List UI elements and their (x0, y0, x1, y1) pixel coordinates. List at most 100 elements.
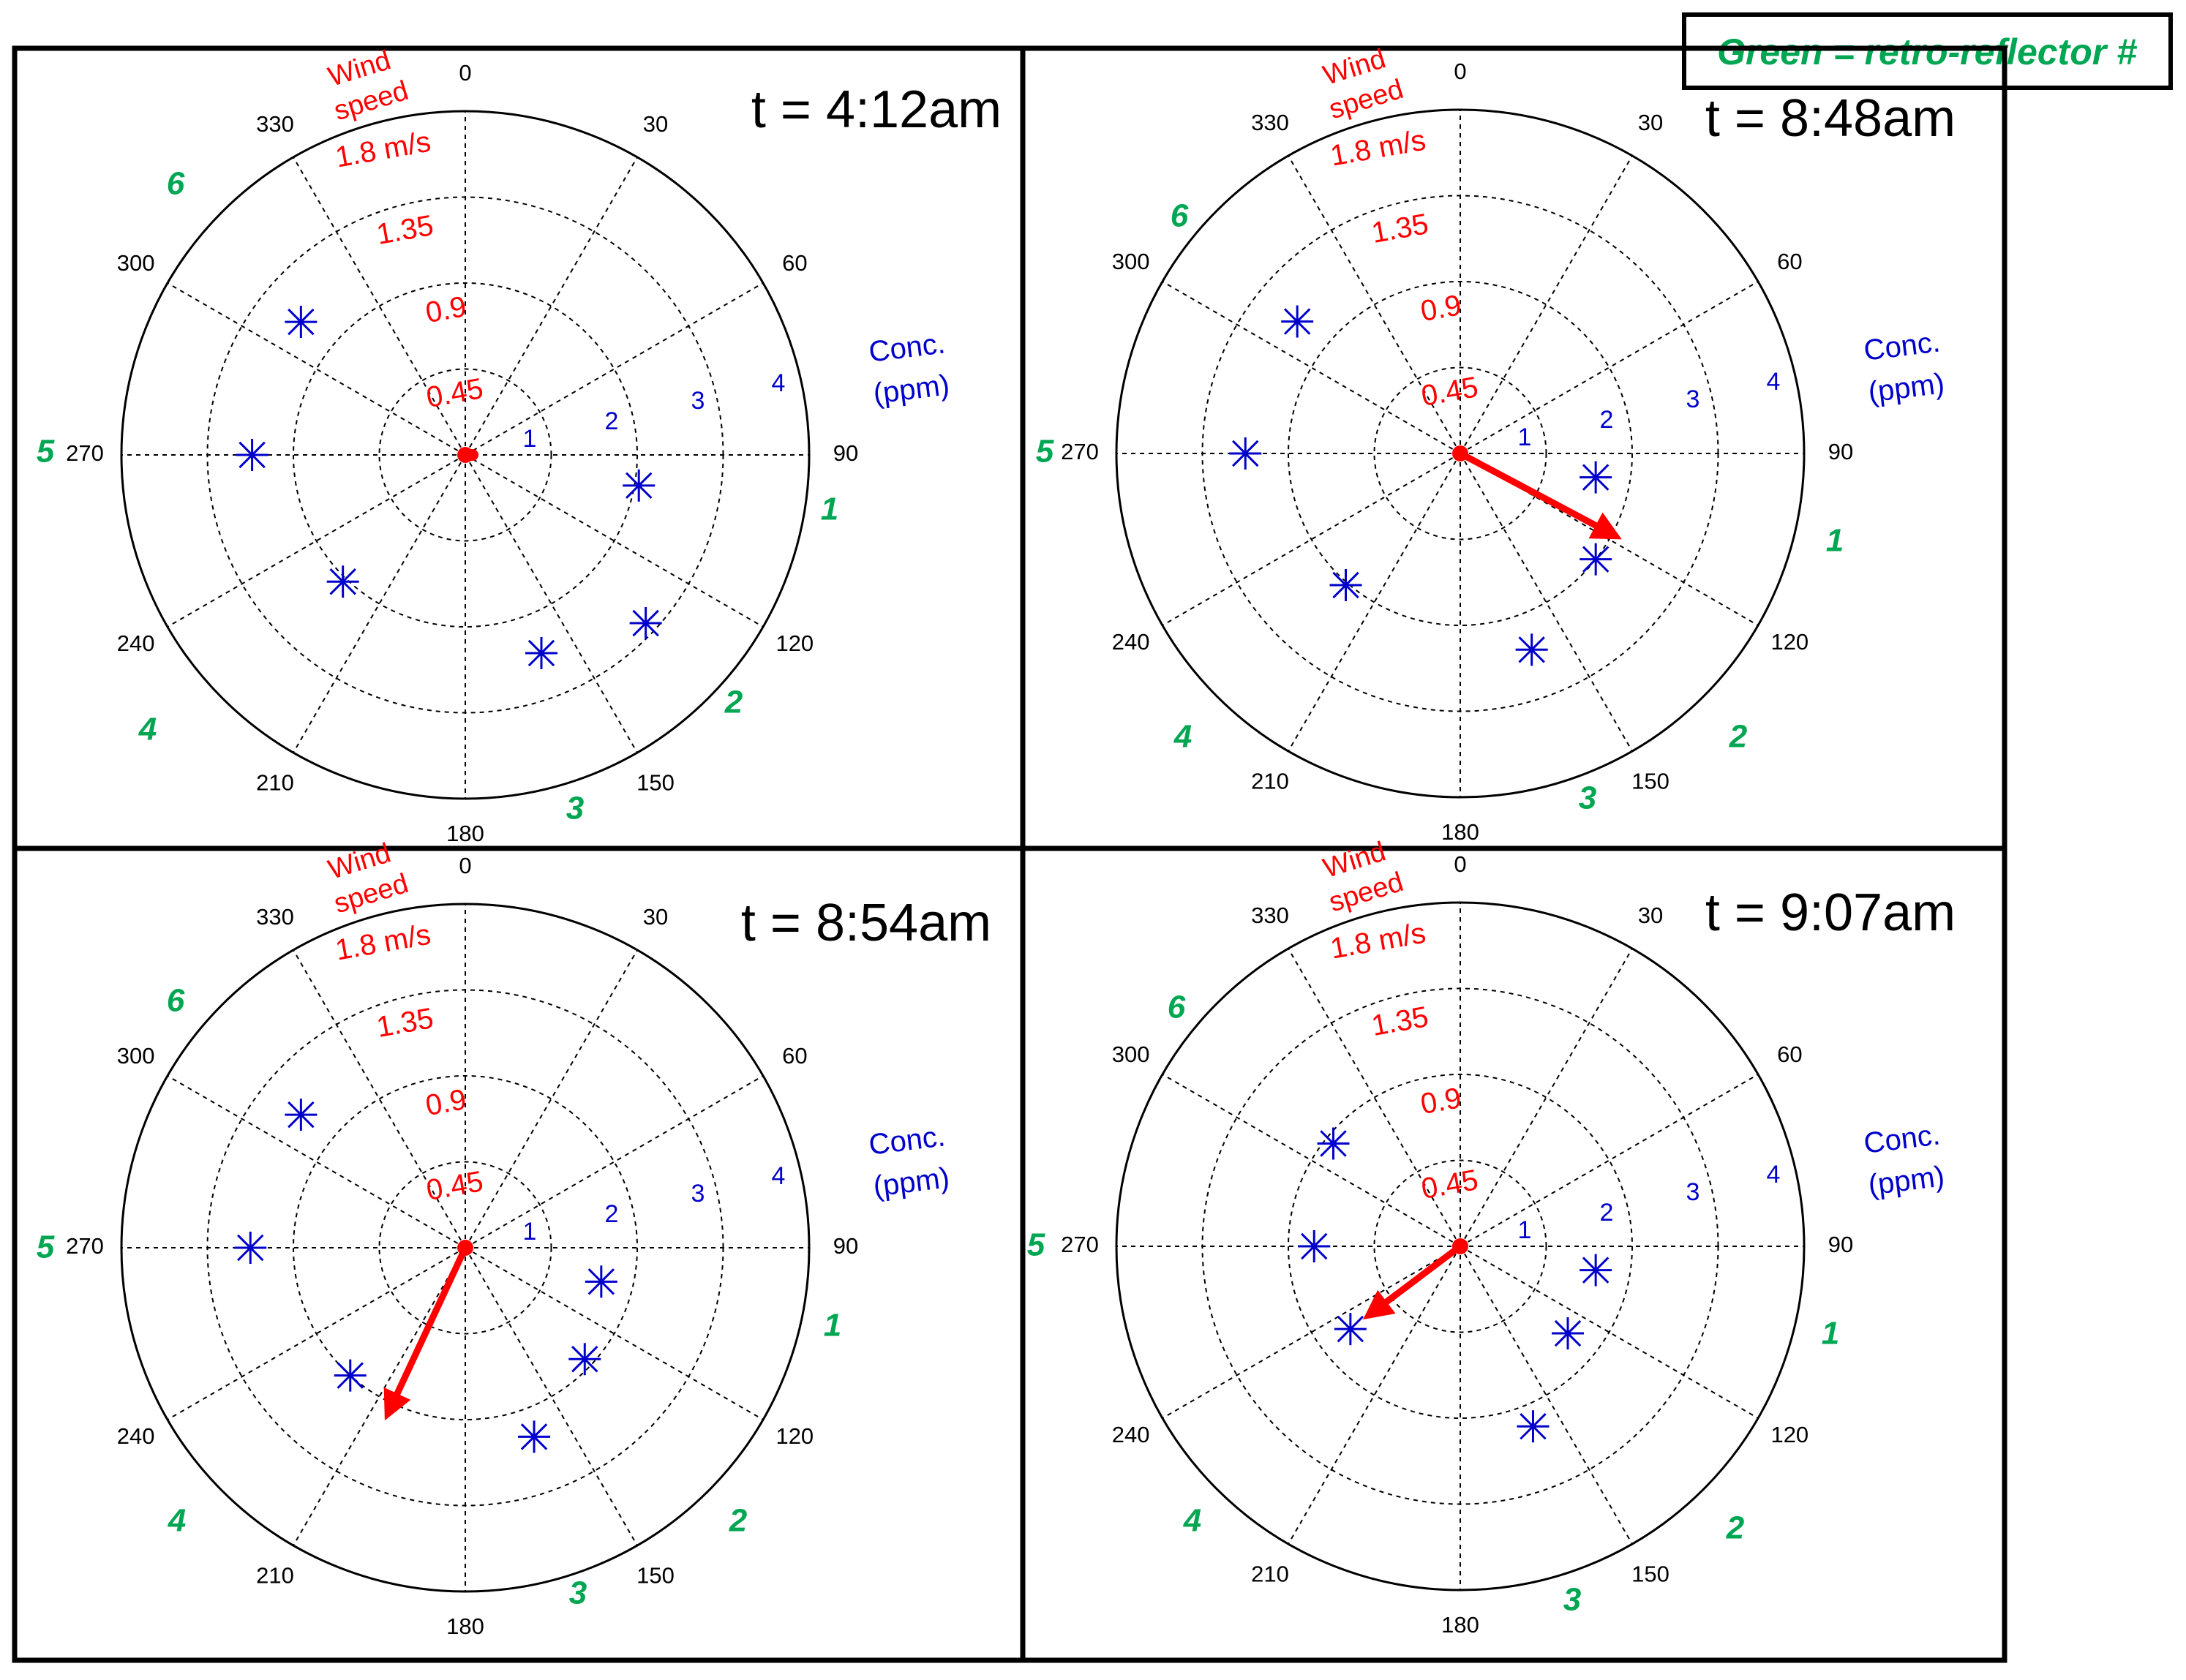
angle-tick-label: 210 (1251, 769, 1289, 794)
angle-tick-label: 300 (1112, 249, 1150, 274)
wind-speed-tick: 0.45 (1419, 1164, 1480, 1205)
reflector-label-5: 5 (1036, 434, 1054, 470)
conc-tick: 4 (772, 369, 786, 397)
angle-tick-label: 0 (459, 60, 471, 86)
conc-marker (1580, 1254, 1612, 1287)
polar-chart-1: 0306090120150180210240270300330Windspeed… (37, 45, 1002, 846)
panel-frame-1 (12, 45, 1026, 851)
angle-tick-label: 330 (256, 111, 294, 137)
grid-ring-2 (293, 282, 638, 628)
time-label: t = 9:07am (1705, 884, 1956, 942)
wind-speed-tick: 0.9 (1418, 289, 1463, 328)
conc-marker (1334, 1313, 1367, 1346)
panel-frames (12, 45, 2007, 1663)
angle-tick-label: 150 (1631, 1562, 1669, 1587)
reflector-label-3: 3 (1563, 1582, 1581, 1618)
angle-tick-label: 60 (782, 250, 807, 276)
angle-tick-label: 240 (117, 1423, 155, 1449)
angle-tick-label: 60 (1777, 249, 1802, 274)
angle-tick-label: 330 (1251, 903, 1289, 928)
wind-arrow (1458, 451, 1622, 540)
polar-grid (120, 110, 811, 800)
reflector-label-5: 5 (1027, 1227, 1045, 1263)
conc-marker (1281, 305, 1314, 338)
reflector-label-2: 2 (729, 1503, 748, 1539)
conc-tick: 4 (772, 1162, 786, 1190)
conc-tick: 3 (1686, 1178, 1700, 1206)
asterisk-stroke (288, 308, 315, 336)
asterisk-stroke (1332, 571, 1359, 599)
asterisk-stroke (571, 1346, 598, 1373)
conc-marker (285, 1099, 318, 1131)
angle-tick-label: 30 (643, 111, 668, 137)
reflector-label-6: 6 (1168, 990, 1186, 1025)
reflector-label-1: 1 (821, 491, 838, 527)
asterisk-stroke (329, 568, 356, 595)
asterisk-stroke (1232, 440, 1259, 467)
grid-spoke-300 (1162, 1074, 1461, 1247)
angle-tick-label: 60 (782, 1043, 807, 1069)
conc-axis-title: Conc. (1862, 325, 1942, 366)
conc-axis-title: Conc. (867, 1120, 947, 1161)
conc-axis-title: (ppm) (1866, 367, 1946, 408)
angle-tick-label: 30 (1638, 110, 1663, 135)
wind-speed-tick: 1.35 (1369, 1001, 1430, 1042)
angle-tick-label: 90 (1828, 439, 1853, 464)
time-label: t = 4:12am (751, 80, 1002, 139)
asterisk-stroke (1582, 546, 1610, 573)
asterisk-stroke (1320, 1130, 1347, 1157)
asterisk-stroke (1520, 1412, 1547, 1440)
panel-frame-4 (1020, 845, 2007, 1663)
conc-tick: 4 (1767, 368, 1781, 396)
reflector-label-4: 4 (1183, 1503, 1201, 1539)
wind-speed-tick: 0.9 (1418, 1082, 1463, 1120)
grid-spoke-300 (1162, 281, 1461, 454)
angle-tick-label: 90 (833, 1233, 858, 1259)
angle-tick-label: 0 (1454, 851, 1466, 877)
conc-tick: 3 (691, 1180, 705, 1208)
grid-ring-2 (293, 1075, 638, 1420)
reflector-label-4: 4 (168, 1503, 186, 1539)
polar-grid (1115, 108, 1806, 799)
angle-tick-label: 180 (1441, 819, 1479, 845)
wind-speed-tick: 1.35 (374, 1002, 435, 1044)
panel-frame-3 (12, 845, 1026, 1663)
grid-spoke-300 (167, 282, 466, 456)
conc-tick: 4 (1767, 1161, 1781, 1189)
asterisk-stroke (1554, 1319, 1582, 1347)
asterisk-stroke (238, 441, 266, 469)
angle-tick-label: 0 (459, 853, 471, 878)
polar-chart-2: 0306090120150180210240270300330Windspeed… (1036, 43, 1956, 845)
conc-tick: 3 (1686, 385, 1700, 413)
legend-box: Green = retro-reflector # (1682, 12, 2173, 90)
conc-tick: 3 (691, 387, 705, 415)
wind-arrow (383, 1246, 469, 1421)
angle-tick-label: 180 (1441, 1612, 1479, 1638)
angle-tick-label: 240 (1112, 1422, 1150, 1447)
conc-marker (334, 1359, 367, 1392)
asterisk-stroke (520, 1423, 548, 1450)
time-label: t = 8:48am (1705, 89, 1956, 148)
angle-tick-label: 270 (66, 1233, 104, 1259)
angle-tick-label: 120 (775, 630, 814, 656)
conc-marker (1580, 543, 1612, 576)
asterisk-stroke (1283, 308, 1311, 335)
angle-tick-label: 240 (1112, 629, 1150, 655)
reflector-label-6: 6 (1171, 198, 1189, 234)
conc-tick: 2 (1600, 1199, 1614, 1227)
reflector-label-1: 1 (1822, 1316, 1839, 1352)
grid-ring-1 (1373, 1159, 1547, 1333)
angle-tick-label: 150 (1631, 769, 1669, 794)
reflector-label-6: 6 (167, 983, 185, 1019)
conc-axis-title: (ppm) (871, 1161, 951, 1202)
conc-marker (1517, 1410, 1550, 1443)
wind-arrow (1363, 1243, 1462, 1320)
conc-tick: 1 (1518, 1216, 1532, 1244)
polar-grid (120, 903, 811, 1593)
angle-tick-label: 120 (1770, 629, 1808, 655)
reflector-label-2: 2 (1726, 1510, 1745, 1546)
reflector-label-3: 3 (566, 791, 584, 826)
angle-tick-label: 270 (1061, 1232, 1099, 1257)
reflector-label-5: 5 (37, 434, 55, 470)
